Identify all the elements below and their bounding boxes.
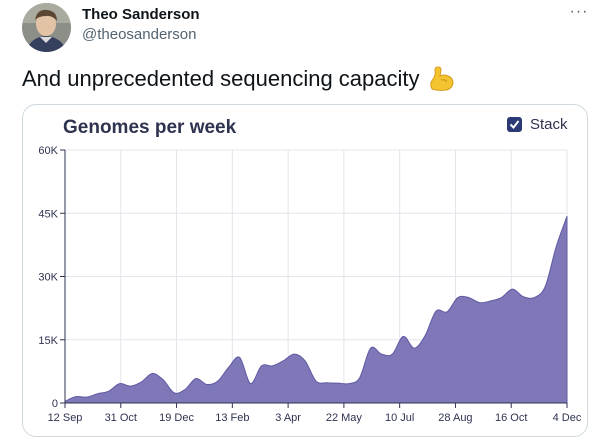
stack-checkbox[interactable] [507, 117, 522, 132]
flexed-biceps-icon [426, 64, 456, 94]
y-tick-label: 0 [52, 398, 58, 410]
x-tick-label: 4 Dec [553, 412, 582, 424]
x-tick-label: 28 Aug [438, 412, 472, 424]
y-tick-label: 15K [38, 335, 58, 347]
avatar-image [22, 3, 71, 52]
avatar[interactable] [22, 3, 71, 52]
author-handle[interactable]: @theosanderson [82, 26, 197, 43]
x-tick-label: 16 Oct [495, 412, 527, 424]
x-tick-label: 3 Apr [275, 412, 301, 424]
y-tick-label: 45K [38, 208, 58, 220]
tweet-text-content: And unprecedented sequencing capacity [22, 66, 420, 91]
x-tick-label: 10 Jul [385, 412, 414, 424]
x-tick-label: 22 May [326, 412, 363, 424]
x-tick-label: 12 Sep [48, 412, 83, 424]
x-tick-label: 19 Dec [159, 412, 194, 424]
x-tick-label: 31 Oct [105, 412, 137, 424]
y-tick-label: 30K [38, 272, 58, 284]
tweet-text: And unprecedented sequencing capacity [22, 64, 456, 94]
stack-label: Stack [530, 116, 568, 133]
series-area [64, 216, 568, 404]
chart-card[interactable]: Genomes per week Stack 0 15K 30K 45K 60K 12 S… [22, 104, 588, 437]
chart-title: Genomes per week [63, 117, 237, 138]
author-name[interactable]: Theo Sanderson [82, 6, 200, 23]
checkmark-icon [509, 120, 520, 130]
x-tick-label: 13 Feb [215, 412, 249, 424]
more-options-button[interactable]: ··· [569, 3, 589, 20]
area-chart: 0 15K 30K 45K 60K 12 Sep 31 Oct 19 Dec 13 Feb 3 A… [38, 145, 582, 424]
y-tick-label: 60K [38, 145, 58, 157]
stack-toggle[interactable]: Stack [507, 116, 568, 133]
